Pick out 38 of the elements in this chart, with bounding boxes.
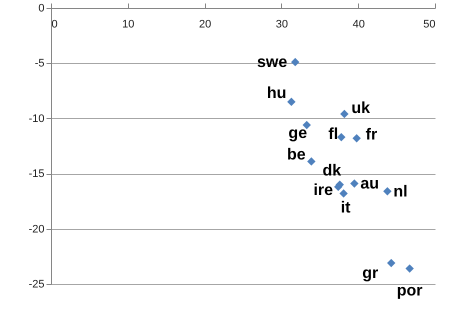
data-label: dk	[322, 162, 342, 180]
point	[302, 120, 311, 130]
data-label: ge	[288, 125, 308, 142]
point	[352, 134, 361, 142]
data-label: gr	[362, 265, 378, 282]
data-label: nl	[393, 183, 408, 200]
data-label: swe	[256, 54, 288, 72]
x-tick-label: 0	[52, 18, 58, 30]
data-label: be	[287, 146, 306, 164]
point	[350, 179, 359, 188]
data-label: por	[396, 282, 423, 300]
point	[291, 58, 300, 66]
point	[287, 98, 296, 106]
x-tick-label: 30	[276, 18, 288, 30]
point	[339, 189, 348, 198]
y-tick-label: -20	[28, 223, 44, 236]
point	[337, 132, 346, 142]
y-tick-label: 0	[38, 2, 44, 14]
x-tick-label: 10	[122, 18, 134, 30]
y-tick-label: -25	[28, 278, 44, 290]
x-tick-label: 50	[423, 18, 436, 30]
y-tick-label: -10	[28, 112, 44, 125]
data-label: hu	[266, 84, 286, 102]
data-label: fr	[366, 126, 378, 144]
y-tick-label: -15	[28, 168, 44, 180]
data-label: fl	[328, 126, 338, 144]
y-tick-label: -5	[34, 58, 44, 70]
x-tick-label: 40	[352, 18, 365, 30]
point	[340, 110, 349, 118]
x-tick-label: 20	[198, 18, 212, 30]
point	[387, 258, 396, 268]
point	[307, 157, 316, 166]
point	[405, 264, 414, 273]
point	[383, 187, 392, 196]
data-label: uk	[351, 100, 370, 117]
data-label: ire	[313, 182, 334, 199]
data-label: it	[340, 199, 352, 216]
data-label: au	[360, 176, 380, 193]
